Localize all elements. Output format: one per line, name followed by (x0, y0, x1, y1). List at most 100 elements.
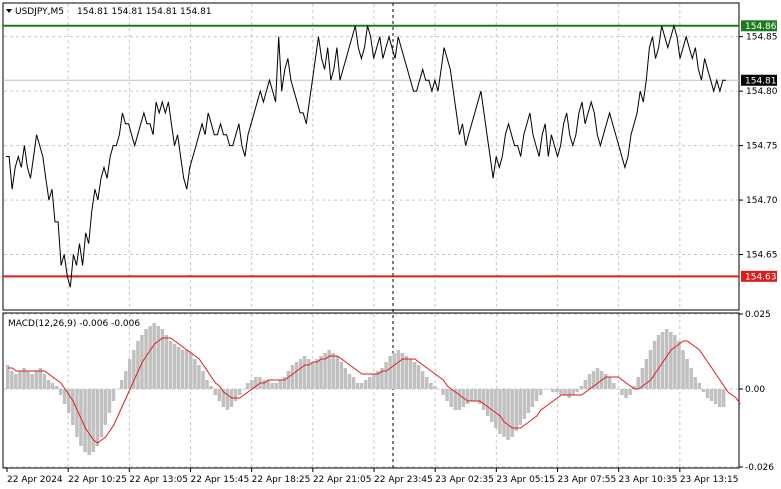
time-axis[interactable]: 22 Apr 2024 22 Apr 10:25 22 Apr 13:05 22 Ap… (6, 468, 739, 485)
macd-bar (38, 368, 42, 389)
macd-bar (62, 389, 67, 404)
macd-bar (50, 383, 55, 389)
macd-bar (176, 347, 181, 389)
symbol-label: USDJPY,M5 (15, 7, 64, 17)
macd-bar (709, 389, 714, 401)
macd-bar (429, 383, 433, 389)
macd-bar (567, 389, 571, 398)
macd-bar (355, 383, 360, 389)
ohlc-label: 154.81 154.81 154.81 154.81 (77, 7, 212, 17)
macd-bar (441, 389, 445, 395)
macd-bar (343, 368, 348, 389)
macd-bar (217, 389, 221, 401)
macd-bar (209, 386, 213, 389)
macd-bar (10, 371, 14, 389)
macd-bar (339, 362, 344, 389)
macd-bar (58, 389, 63, 395)
macd-bar (457, 389, 461, 410)
macd-bar (486, 389, 490, 416)
macd-bar (246, 383, 250, 389)
macd-tick-label: -0.026 (745, 463, 774, 473)
macd-bar (205, 380, 209, 389)
macd-bar (644, 359, 649, 389)
macd-bar (164, 335, 169, 389)
macd-bar (555, 389, 559, 392)
macd-bar (449, 389, 453, 407)
macd-bar (522, 389, 527, 419)
macd-bar (136, 341, 140, 389)
macd-bar (95, 389, 99, 446)
macd-bar (185, 350, 189, 389)
macd-bar (233, 389, 238, 401)
macd-bar (119, 380, 124, 389)
time-tick-label: 22 Apr 23:45 (374, 475, 433, 485)
macd-bar (213, 389, 217, 395)
main-chart-frame (2, 2, 740, 311)
macd-bar (416, 365, 421, 389)
macd-bar (270, 383, 274, 389)
price-series-line (6, 23, 726, 288)
time-tick-label: 22 Apr 13:05 (129, 475, 188, 485)
time-tick-label: 22 Apr 10:25 (68, 475, 127, 485)
macd-bar (526, 389, 531, 413)
macd-bar (587, 374, 592, 389)
macd-bar (388, 356, 392, 389)
price-tick-label: 154.85 (746, 33, 778, 43)
macd-bar (652, 341, 657, 389)
macd-bar (616, 389, 620, 390)
macd-bar (437, 389, 441, 390)
support-price-label: 154.63 (741, 270, 777, 282)
time-tick-label: 22 Apr 15:45 (191, 475, 250, 485)
macd-bar (87, 389, 91, 455)
macd-bar (221, 389, 226, 407)
macd-bar (697, 383, 701, 389)
macd-bar (250, 380, 254, 389)
price-axis[interactable]: 154.85 154.80 154.75 154.70 154.65 (739, 33, 778, 261)
macd-frame (2, 312, 740, 469)
macd-bar (103, 389, 108, 425)
macd-bar (404, 356, 409, 389)
macd-bar (547, 389, 551, 390)
macd-bar (620, 389, 624, 395)
macd-bar (380, 368, 384, 389)
macd-bar (282, 377, 287, 389)
macd-axis[interactable]: 0.025 0.00 -0.026 (739, 310, 774, 473)
macd-bar (319, 356, 323, 389)
macd-bar (563, 389, 567, 395)
macd-bar (433, 386, 437, 389)
macd-bar (408, 359, 413, 389)
macd-bar (241, 389, 246, 390)
macd-bar (477, 389, 482, 404)
macd-bar (34, 371, 38, 389)
svg-text:154.86: 154.86 (745, 22, 777, 32)
price-tick-label: 154.75 (746, 142, 778, 152)
macd-bar (83, 389, 87, 452)
macd-bar (481, 389, 486, 410)
macd-bar (396, 350, 400, 389)
macd-bar (351, 377, 356, 389)
chevron-down-icon[interactable] (6, 9, 12, 13)
macd-bar (18, 371, 22, 389)
macd-bar (254, 377, 258, 389)
macd-bar (335, 356, 339, 389)
macd-bar (54, 386, 59, 389)
macd-title: MACD(12,26,9) -0.006 -0.006 (8, 319, 140, 329)
macd-bar (193, 359, 197, 389)
macd-bar (701, 389, 706, 392)
macd-bar (115, 389, 120, 390)
macd-bar (75, 389, 79, 437)
macd-bar (91, 389, 95, 452)
macd-bar (624, 389, 628, 398)
macd-bar (364, 380, 368, 389)
macd-bar (604, 374, 608, 389)
macd-bar (26, 371, 30, 389)
macd-bar (237, 389, 242, 395)
macd-bar (534, 389, 539, 401)
macd-bar (530, 389, 535, 407)
svg-text:154.63: 154.63 (745, 272, 777, 282)
time-tick-label: 23 Apr 05:15 (496, 475, 555, 485)
macd-bar (673, 335, 677, 389)
macd-bar (583, 380, 588, 389)
macd-bar (469, 389, 474, 401)
